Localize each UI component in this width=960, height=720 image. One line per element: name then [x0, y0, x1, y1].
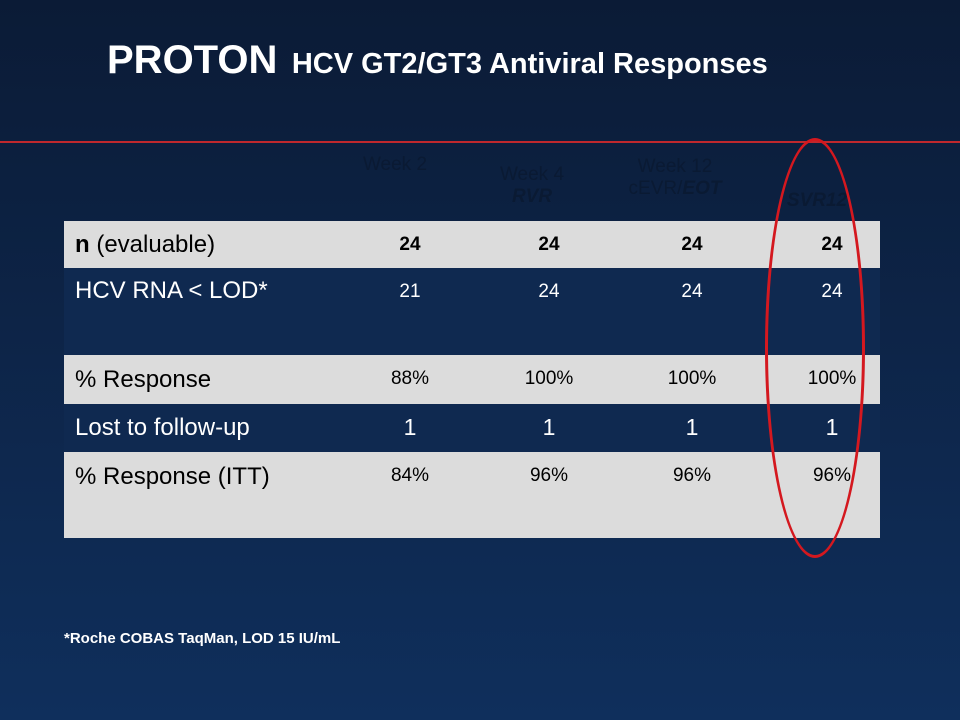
column-header-week12: Week 12 cEVR/EOT: [610, 156, 740, 200]
table-cell: 100%: [667, 368, 717, 389]
table-row: % Response 88% 100% 100% 100%: [64, 355, 880, 404]
table-cell: 21: [399, 281, 421, 302]
row-label-rest: (evaluable): [89, 230, 216, 258]
footnote: *Roche COBAS TaqMan, LOD 15 IU/mL: [64, 630, 341, 647]
column-header-week4: Week 4 RVR: [467, 164, 597, 208]
table-cell: 1: [542, 414, 556, 440]
column-header-sublabel: cEVR/EOT: [610, 178, 740, 200]
response-table: n (evaluable) 24 24 24 24 HCV RNA < LOD*…: [64, 221, 880, 538]
title-main: PROTON: [107, 38, 278, 82]
row-label-bold: n: [75, 230, 90, 258]
table-row: % Response (ITT) 84% 96% 96% 96%: [64, 452, 880, 538]
slide-title: PROTON HCV GT2/GT3 Antiviral Responses: [107, 38, 768, 83]
table-cell: 1: [685, 414, 699, 440]
table-cell: 24: [681, 234, 703, 255]
table-cell: 24: [538, 281, 560, 302]
column-header-label: Week 4: [499, 164, 565, 185]
row-label: HCV RNA < LOD*: [75, 277, 268, 304]
table-cell: 84%: [390, 465, 430, 486]
title-subtitle: HCV GT2/GT3 Antiviral Responses: [291, 48, 768, 80]
row-label: n (evaluable): [64, 228, 310, 262]
table-row: n (evaluable) 24 24 24 24: [64, 221, 880, 268]
table-cell: 100%: [524, 368, 574, 389]
table-row: Lost to follow-up 1 1 1 1: [64, 404, 880, 452]
table-cell: 24: [399, 234, 421, 255]
table-cell: 1: [403, 414, 417, 440]
column-header-sublabel: RVR: [511, 186, 553, 207]
column-header-label: Week 12: [637, 156, 713, 177]
title-divider: [0, 141, 960, 143]
row-label: Lost to follow-up: [75, 414, 250, 441]
table-cell: 24: [681, 281, 703, 302]
sublabel-emph: EOT: [682, 178, 722, 199]
table-cell: 96%: [672, 465, 712, 486]
svr12-highlight-ellipse: [765, 138, 865, 558]
row-label: % Response (ITT): [75, 463, 270, 490]
table-cell: 24: [538, 234, 560, 255]
table-cell: 88%: [390, 368, 430, 389]
sublabel-plain: cEVR/: [628, 178, 683, 199]
table-row: HCV RNA < LOD* 21 24 24 24: [64, 268, 880, 355]
table-cell: 96%: [529, 465, 569, 486]
row-label: % Response: [75, 365, 212, 393]
column-header-week2: Week 2: [330, 154, 460, 176]
column-header-label: Week 2: [362, 154, 428, 175]
